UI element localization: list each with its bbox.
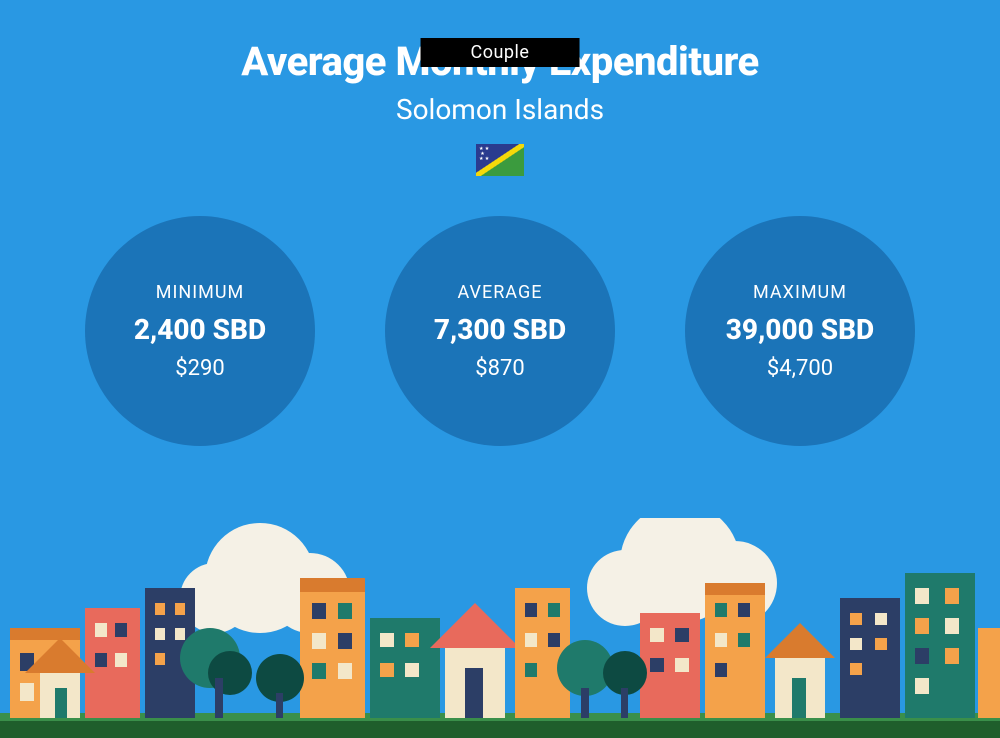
stat-value-usd: $870 [475, 356, 524, 381]
stat-label: MINIMUM [156, 282, 244, 303]
stat-value-local: 2,400 SBD [134, 313, 266, 346]
stat-value-local: 39,000 SBD [726, 313, 874, 346]
page-subtitle: Solomon Islands [0, 93, 1000, 126]
solomon-islands-flag-icon: ★ ★ ★★ ★ [476, 144, 524, 176]
stat-value-local: 7,300 SBD [434, 313, 566, 346]
stat-circle-maximum: MAXIMUM 39,000 SBD $4,700 [685, 216, 915, 446]
cityscape-illustration [0, 518, 1000, 738]
stat-label: MAXIMUM [753, 282, 847, 303]
stat-circle-minimum: MINIMUM 2,400 SBD $290 [85, 216, 315, 446]
stat-circle-average: AVERAGE 7,300 SBD $870 [385, 216, 615, 446]
stat-value-usd: $4,700 [767, 356, 833, 381]
stat-label: AVERAGE [458, 282, 543, 303]
stat-value-usd: $290 [175, 356, 224, 381]
category-tab: Couple [421, 38, 580, 67]
stat-circles-row: MINIMUM 2,400 SBD $290 AVERAGE 7,300 SBD… [0, 216, 1000, 446]
